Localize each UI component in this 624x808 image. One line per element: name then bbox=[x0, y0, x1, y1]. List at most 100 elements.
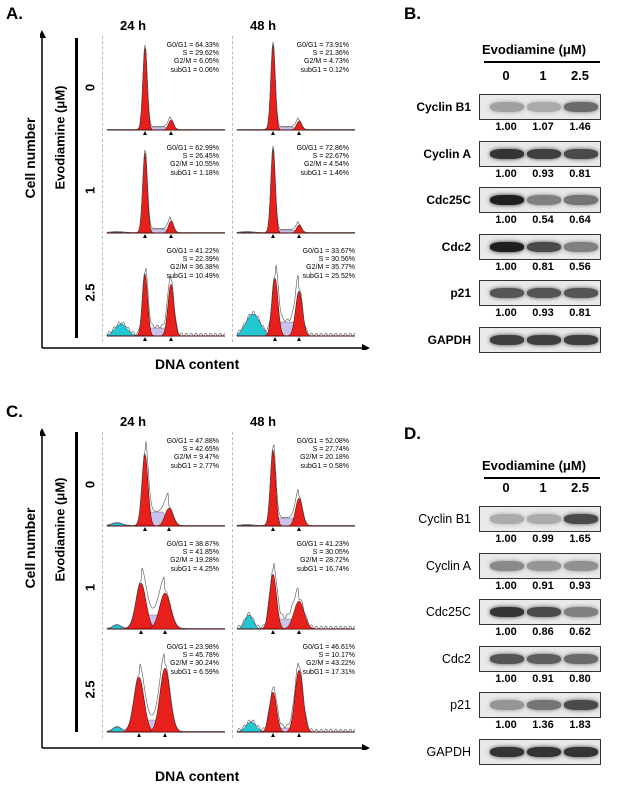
g2m-peak bbox=[237, 669, 355, 733]
cell-cycle-stats: G0/G1 = 72.86% S = 22.67% G2/M = 4.54% s… bbox=[296, 145, 349, 177]
protein-band bbox=[527, 560, 561, 571]
blot-strip bbox=[479, 94, 601, 120]
panel-a-label: A. bbox=[6, 4, 23, 23]
protein-band bbox=[490, 288, 524, 298]
lane-label: 0 bbox=[502, 480, 510, 495]
histogram-c-r2-c0: G0/G1 = 23.98% S = 45.78% G2/M = 30.24% … bbox=[102, 638, 229, 738]
panel-b-label: B. bbox=[404, 4, 421, 23]
densitometry-value: 1.00 bbox=[495, 533, 517, 545]
protein-label: p21 bbox=[450, 698, 471, 712]
cell-cycle-stats: G0/G1 = 73.91% S = 21.36% G2/M = 4.73% s… bbox=[296, 42, 349, 74]
densitometry-value: 0.56 bbox=[569, 260, 591, 273]
protein-band bbox=[564, 700, 598, 710]
protein-label: Cdc2 bbox=[441, 239, 471, 254]
densitometry-value: 1.36 bbox=[532, 719, 554, 731]
panel-a-y-axis-label: Cell number bbox=[22, 117, 38, 199]
blot-strip bbox=[479, 280, 601, 306]
densitometry-value: 0.93 bbox=[569, 579, 591, 592]
panel-d-label: D. bbox=[404, 424, 421, 443]
protein-band bbox=[527, 148, 561, 159]
densitometry-value: 1.83 bbox=[569, 719, 591, 731]
g2m-peak bbox=[237, 290, 355, 337]
protein-band bbox=[490, 241, 524, 252]
cell-cycle-stats: G0/G1 = 33.67% S = 30.56% G2/M = 35.77% … bbox=[302, 248, 355, 280]
densitometry-value: 0.81 bbox=[569, 167, 591, 180]
g2m-peak bbox=[237, 600, 355, 630]
lane-label: 2.5 bbox=[570, 480, 590, 495]
g1-marker bbox=[143, 131, 147, 135]
blot-strip bbox=[479, 738, 601, 765]
histogram-envelope bbox=[236, 41, 355, 130]
g2m-peak bbox=[107, 592, 225, 630]
densitometry-value: 1.00 bbox=[495, 626, 517, 638]
densitometry-value: 1.00 bbox=[495, 719, 517, 731]
histogram-a-r2-c1: G0/G1 = 33.67% S = 30.56% G2/M = 35.77% … bbox=[232, 242, 359, 342]
g2m-peak bbox=[237, 224, 355, 234]
g2m-peak bbox=[107, 119, 225, 131]
protein-band bbox=[527, 746, 561, 757]
densitometry-value: 1.00 bbox=[495, 307, 517, 319]
protein-band bbox=[527, 700, 561, 710]
g2-marker bbox=[169, 234, 173, 238]
histogram-a-r2-c0: G0/G1 = 41.22% S = 22.39% G2/M = 36.38% … bbox=[102, 242, 229, 342]
densitometry-value: 0.91 bbox=[532, 579, 554, 592]
densitometry-value: 1.00 bbox=[495, 167, 517, 180]
panel-a-time-48h: 48 h bbox=[250, 18, 277, 33]
panel-c-time-24h: 24 h bbox=[120, 414, 147, 429]
protein-band bbox=[490, 334, 524, 345]
protein-label: Cdc2 bbox=[441, 651, 471, 666]
panel-c-dose-bar bbox=[75, 432, 78, 732]
blot-strip bbox=[479, 645, 601, 672]
densitometry-value: 0.54 bbox=[532, 214, 554, 226]
cell-cycle-stats: G0/G1 = 41.23% S = 30.05% G2/M = 28.72% … bbox=[296, 541, 349, 573]
protein-band bbox=[490, 746, 524, 757]
g1-marker bbox=[273, 337, 277, 341]
protein-label: Cdc25C bbox=[426, 193, 471, 207]
protein-band bbox=[564, 102, 598, 112]
protein-label: Cyclin A bbox=[423, 146, 471, 161]
protein-label: Cyclin B1 bbox=[416, 100, 471, 114]
g2-marker bbox=[169, 131, 173, 135]
panel-a-dose-bar bbox=[75, 38, 78, 338]
protein-label: Cyclin B1 bbox=[418, 512, 471, 526]
protein-band bbox=[564, 334, 598, 345]
g2m-peak bbox=[107, 220, 225, 234]
panel-b-title-bar bbox=[484, 61, 600, 63]
histogram-envelope bbox=[106, 149, 225, 233]
panel-c-frame bbox=[40, 428, 370, 750]
protein-band bbox=[490, 148, 524, 159]
protein-band bbox=[490, 514, 524, 524]
g1-marker bbox=[271, 527, 275, 531]
histogram-envelope bbox=[236, 145, 355, 233]
densitometry-value: 0.81 bbox=[532, 260, 554, 273]
protein-band bbox=[527, 241, 561, 252]
panel-c-x-axis-label: DNA content bbox=[155, 768, 240, 784]
g2-marker bbox=[297, 337, 301, 341]
g2-marker bbox=[167, 527, 171, 531]
blot-strip bbox=[479, 599, 601, 625]
histogram-a-r1-c0: G0/G1 = 62.99% S = 26.45% G2/M = 10.55% … bbox=[102, 139, 229, 239]
protein-band bbox=[564, 746, 598, 757]
g2-marker bbox=[297, 630, 301, 634]
cell-cycle-stats: G0/G1 = 47.88% S = 42.65% G2/M = 9.47% s… bbox=[166, 438, 219, 470]
cell-cycle-stats: G0/G1 = 64.33% S = 29.62% G2/M = 6.05% s… bbox=[166, 42, 219, 74]
blot-strip bbox=[479, 187, 601, 213]
protein-band bbox=[564, 241, 598, 252]
blot-strip bbox=[479, 140, 601, 167]
panel-c-label: C. bbox=[6, 402, 23, 421]
protein-label: p21 bbox=[450, 286, 471, 300]
cell-cycle-stats: G0/G1 = 52.08% S = 27.74% G2/M = 20.18% … bbox=[296, 438, 349, 470]
lane-label: 1 bbox=[539, 68, 547, 83]
g2-marker bbox=[163, 630, 167, 634]
densitometry-value: 1.00 bbox=[495, 260, 517, 273]
protein-band bbox=[527, 334, 561, 345]
protein-band bbox=[527, 514, 561, 524]
blot-strip bbox=[479, 326, 601, 353]
densitometry-value: 1.07 bbox=[532, 121, 554, 133]
protein-band bbox=[490, 653, 524, 664]
blot-strip bbox=[479, 506, 601, 532]
panel-a-x-axis-label: DNA content bbox=[155, 356, 240, 372]
g2-marker bbox=[297, 234, 301, 238]
histogram-envelope bbox=[236, 562, 356, 630]
histogram-c-r2-c1: G0/G1 = 46.61% S = 10.17% G2/M = 43.22% … bbox=[232, 638, 359, 738]
